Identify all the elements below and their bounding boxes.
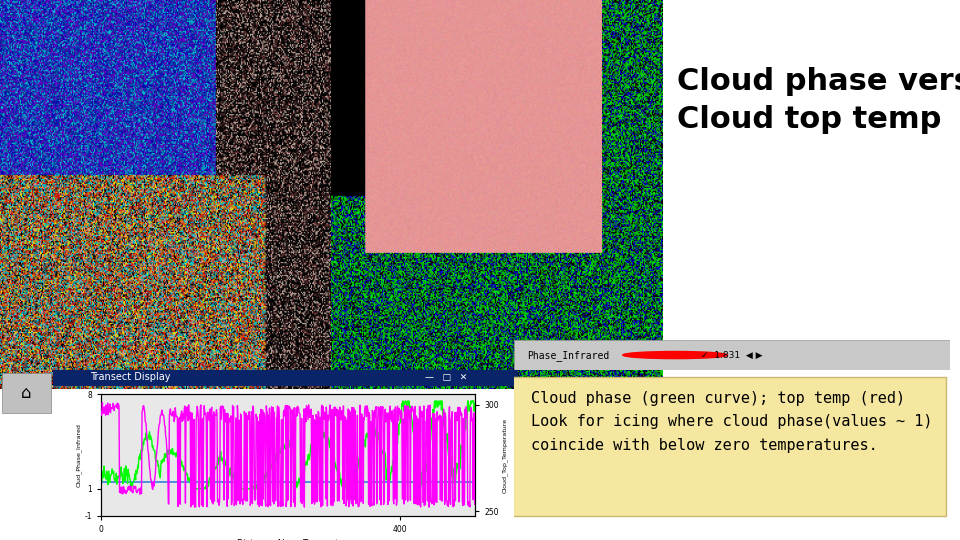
Text: —   □   ✕: — □ ✕ [425,373,468,382]
Text: ✓  1:831  ◀ ▶: ✓ 1:831 ◀ ▶ [702,350,763,360]
Text: 35.0 KB: 35.0 KB [14,512,38,517]
Text: Cloud phase (green curve); top temp (red)
Look for icing where cloud phase(value: Cloud phase (green curve); top temp (red… [531,391,932,453]
FancyBboxPatch shape [2,373,51,413]
X-axis label: Distance Along Transect: Distance Along Transect [237,539,339,540]
Y-axis label: Cloud_Top_Temperature: Cloud_Top_Temperature [502,417,507,492]
Text: Transect Display: Transect Display [90,372,171,382]
Circle shape [623,352,728,359]
Text: Phase_Infrared: Phase_Infrared [527,349,609,361]
FancyBboxPatch shape [514,340,950,370]
Text: ⌂: ⌂ [21,384,32,402]
Text: Lon: -60.12  Lat: 13.53  val: 298.79: Lon: -60.12 Lat: 13.53 val: 298.79 [3,380,156,386]
Text: transect: transect [12,457,41,463]
Text: Cloud phase versus
Cloud top temp: Cloud phase versus Cloud top temp [678,67,960,134]
FancyBboxPatch shape [53,370,518,387]
Text: Lon: -60.12  Lat: 13.53  val: 1: Lon: -60.12 Lat: 13.53 val: 1 [334,380,467,386]
Y-axis label: Clud_Phase_Infrared: Clud_Phase_Infrared [76,423,82,487]
FancyBboxPatch shape [509,377,946,516]
